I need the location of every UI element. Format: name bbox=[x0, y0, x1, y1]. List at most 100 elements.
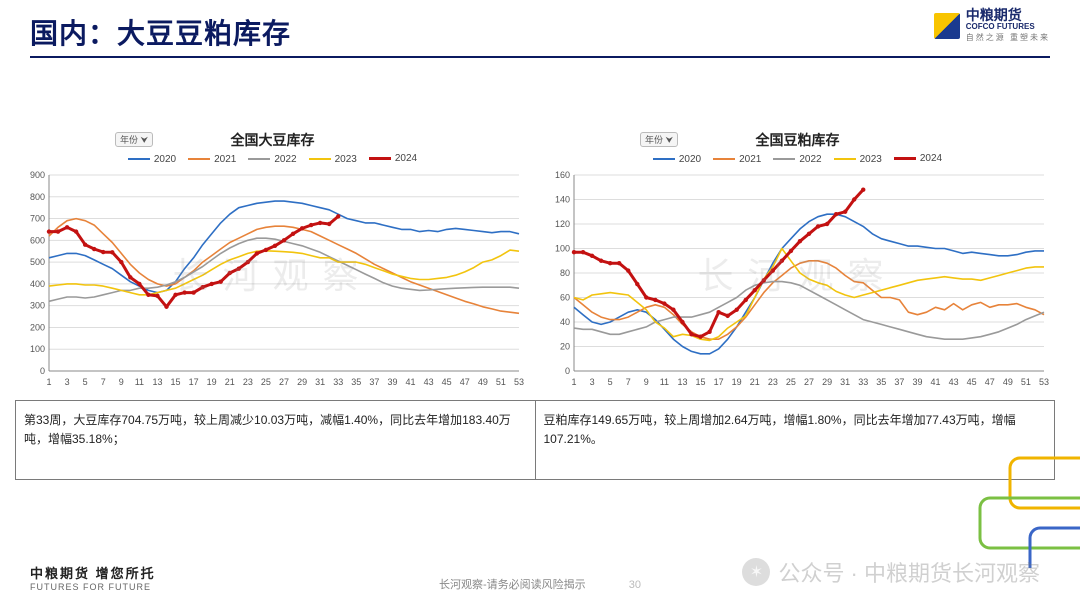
page-number: 30 bbox=[629, 579, 641, 591]
svg-text:13: 13 bbox=[677, 377, 687, 387]
svg-text:39: 39 bbox=[912, 377, 922, 387]
legend-item: 2021 bbox=[713, 154, 761, 165]
legend-item: 2020 bbox=[128, 154, 176, 165]
svg-text:20: 20 bbox=[560, 341, 570, 351]
series-2022 bbox=[574, 281, 1044, 339]
legend: 2020 2021 2022 2023 2024 bbox=[15, 152, 530, 165]
logo-brand: 中粮期货 bbox=[966, 8, 1050, 23]
logo-cube-icon bbox=[934, 13, 960, 39]
svg-text:0: 0 bbox=[565, 366, 570, 376]
svg-text:47: 47 bbox=[460, 377, 470, 387]
footer-brand: 中粮期货 增您所托 bbox=[30, 563, 156, 582]
svg-text:15: 15 bbox=[171, 377, 181, 387]
series-2022 bbox=[49, 238, 519, 301]
svg-text:25: 25 bbox=[786, 377, 796, 387]
svg-text:700: 700 bbox=[30, 213, 45, 223]
svg-text:29: 29 bbox=[822, 377, 832, 387]
chart-soy: 年份 ⮟全国大豆库存202020212022202320240100200300… bbox=[15, 130, 530, 390]
svg-text:19: 19 bbox=[207, 377, 217, 387]
footer-disclaimer: 长河观察-请务必阅读风险揭示 30 bbox=[439, 576, 641, 592]
svg-text:900: 900 bbox=[30, 170, 45, 180]
year-filter-tag[interactable]: 年份 ⮟ bbox=[640, 132, 678, 147]
svg-text:23: 23 bbox=[243, 377, 253, 387]
svg-text:51: 51 bbox=[496, 377, 506, 387]
svg-text:53: 53 bbox=[514, 377, 524, 387]
svg-text:41: 41 bbox=[406, 377, 416, 387]
svg-text:160: 160 bbox=[555, 170, 570, 180]
svg-text:51: 51 bbox=[1021, 377, 1031, 387]
series-2021 bbox=[49, 218, 519, 313]
svg-text:0: 0 bbox=[40, 366, 45, 376]
svg-text:23: 23 bbox=[768, 377, 778, 387]
logo-brand-en: COFCO FUTURES bbox=[966, 23, 1050, 32]
brand-logo: 中粮期货 COFCO FUTURES 自然之源 重塑未来 bbox=[934, 8, 1050, 43]
svg-text:100: 100 bbox=[555, 243, 570, 253]
svg-text:1: 1 bbox=[571, 377, 576, 387]
svg-text:39: 39 bbox=[387, 377, 397, 387]
chart-title: 全国大豆库存 bbox=[15, 130, 530, 150]
header-rule bbox=[30, 56, 1050, 58]
svg-text:80: 80 bbox=[560, 268, 570, 278]
svg-text:17: 17 bbox=[189, 377, 199, 387]
svg-text:120: 120 bbox=[555, 219, 570, 229]
legend-item: 2022 bbox=[248, 154, 296, 165]
notes-box: 第33周，大豆库存704.75万吨，较上周减少10.03万吨，减幅1.40%，同… bbox=[15, 400, 1055, 480]
legend-item: 2024 bbox=[369, 153, 417, 164]
svg-text:500: 500 bbox=[30, 257, 45, 267]
svg-text:49: 49 bbox=[1003, 377, 1013, 387]
svg-text:5: 5 bbox=[83, 377, 88, 387]
svg-text:3: 3 bbox=[65, 377, 70, 387]
svg-text:7: 7 bbox=[101, 377, 106, 387]
svg-text:15: 15 bbox=[696, 377, 706, 387]
chart-meal: 年份 ⮟全国豆粕库存 2020 2021 2022 2023 2024 0 20 40 60 80 1… bbox=[540, 130, 1055, 390]
svg-text:60: 60 bbox=[560, 292, 570, 302]
legend-item: 2024 bbox=[894, 153, 942, 164]
note-left: 第33周，大豆库存704.75万吨，较上周减少10.03万吨，减幅1.40%，同… bbox=[16, 401, 535, 479]
svg-text:21: 21 bbox=[225, 377, 235, 387]
svg-text:13: 13 bbox=[152, 377, 162, 387]
svg-text:40: 40 bbox=[560, 317, 570, 327]
svg-text:37: 37 bbox=[369, 377, 379, 387]
chart-svg: 0204060801001201401601357911131517192123… bbox=[540, 169, 1050, 389]
svg-text:33: 33 bbox=[858, 377, 868, 387]
logo-tagline: 自然之源 重塑未来 bbox=[966, 32, 1050, 43]
svg-text:43: 43 bbox=[424, 377, 434, 387]
legend-item: 2022 bbox=[773, 154, 821, 165]
svg-text:37: 37 bbox=[894, 377, 904, 387]
svg-text:600: 600 bbox=[30, 235, 45, 245]
year-filter-tag[interactable]: 年份 ⮟ bbox=[115, 132, 153, 147]
chart-title: 全国豆粕库存 bbox=[540, 130, 1055, 150]
svg-text:45: 45 bbox=[442, 377, 452, 387]
svg-text:400: 400 bbox=[30, 278, 45, 288]
svg-text:17: 17 bbox=[714, 377, 724, 387]
svg-text:19: 19 bbox=[732, 377, 742, 387]
svg-text:27: 27 bbox=[279, 377, 289, 387]
svg-text:300: 300 bbox=[30, 300, 45, 310]
svg-text:29: 29 bbox=[297, 377, 307, 387]
svg-text:25: 25 bbox=[261, 377, 271, 387]
legend-item: 2020 bbox=[653, 154, 701, 165]
svg-text:33: 33 bbox=[333, 377, 343, 387]
svg-text:49: 49 bbox=[478, 377, 488, 387]
svg-text:35: 35 bbox=[876, 377, 886, 387]
legend-item: 2023 bbox=[309, 154, 357, 165]
svg-text:5: 5 bbox=[608, 377, 613, 387]
svg-text:45: 45 bbox=[967, 377, 977, 387]
series-2020 bbox=[49, 201, 519, 293]
legend-item: 2023 bbox=[834, 154, 882, 165]
svg-text:3: 3 bbox=[590, 377, 595, 387]
svg-text:43: 43 bbox=[949, 377, 959, 387]
svg-text:7: 7 bbox=[626, 377, 631, 387]
svg-text:41: 41 bbox=[931, 377, 941, 387]
svg-text:47: 47 bbox=[985, 377, 995, 387]
legend: 2020 2021 2022 2023 2024 bbox=[540, 152, 1055, 165]
svg-text:21: 21 bbox=[750, 377, 760, 387]
legend-item: 2021 bbox=[188, 154, 236, 165]
svg-text:31: 31 bbox=[315, 377, 325, 387]
footer-left: 中粮期货 增您所托 FUTURES FOR FUTURE bbox=[30, 563, 156, 592]
page-title: 国内：大豆豆粕库存 bbox=[30, 12, 1050, 52]
svg-text:140: 140 bbox=[555, 194, 570, 204]
svg-text:1: 1 bbox=[46, 377, 51, 387]
svg-text:800: 800 bbox=[30, 191, 45, 201]
svg-text:11: 11 bbox=[135, 377, 144, 387]
